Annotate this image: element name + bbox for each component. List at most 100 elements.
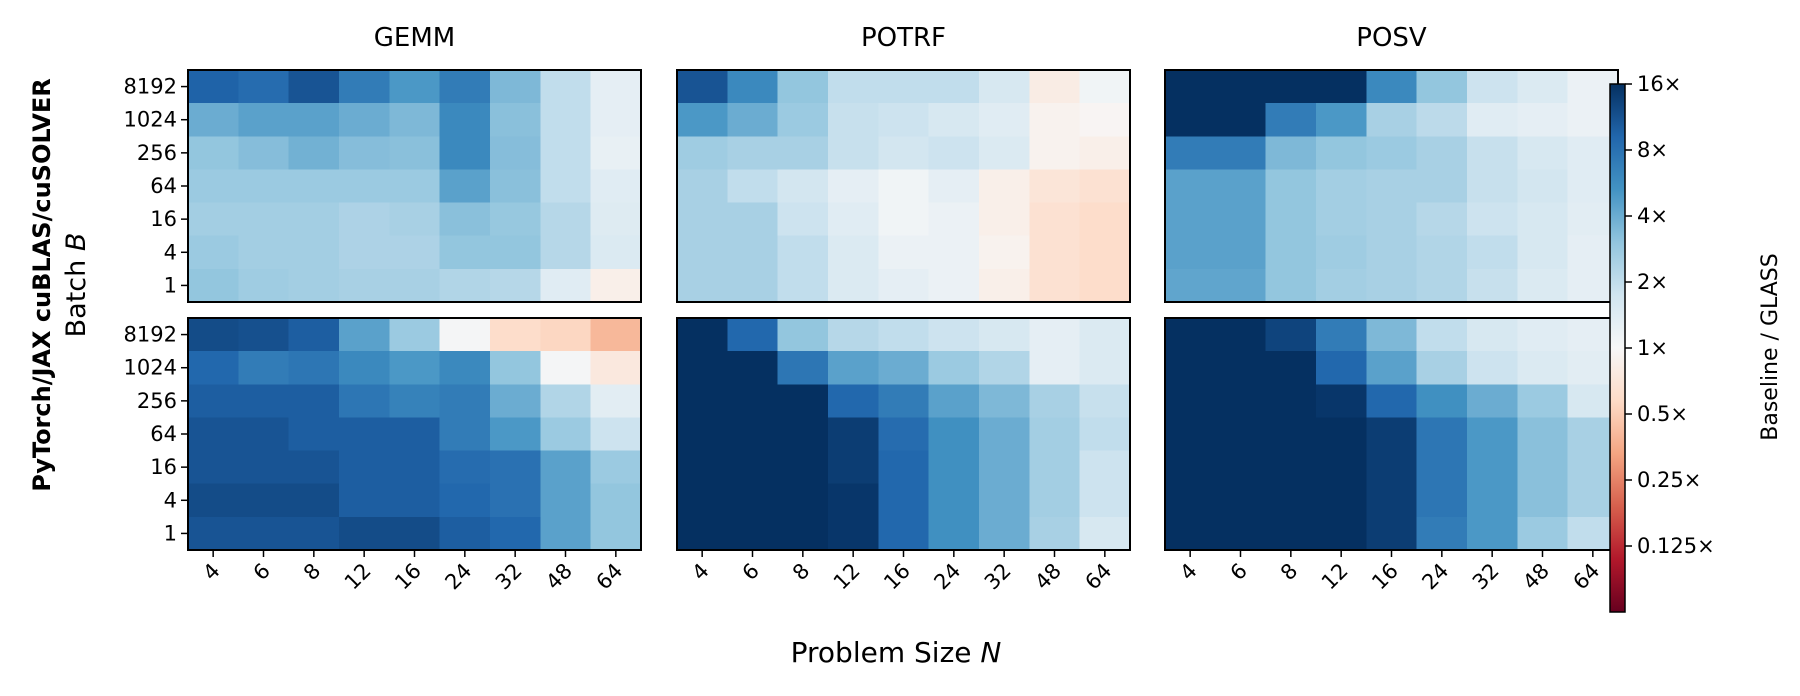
heatmap-cell xyxy=(1079,450,1131,485)
heatmap-cell xyxy=(439,235,491,270)
heatmap-cell xyxy=(188,417,239,452)
heatmap-cell xyxy=(288,417,340,452)
heatmap-cell xyxy=(727,417,779,452)
heatmap-cell xyxy=(1467,384,1518,419)
heatmap-cell xyxy=(928,103,980,137)
heatmap-cell xyxy=(677,450,728,485)
heatmap-cell xyxy=(490,70,541,104)
heatmap-cell xyxy=(188,384,239,419)
heatmap-cell xyxy=(540,235,592,270)
heatmap-cell xyxy=(288,235,340,270)
heatmap-cell xyxy=(339,351,390,385)
heatmap-cell xyxy=(540,417,592,452)
heatmap-cell xyxy=(777,136,829,171)
heatmap-cell xyxy=(1416,136,1468,171)
heatmap-cell xyxy=(1416,70,1468,104)
heatmap-cell xyxy=(1416,103,1468,137)
heatmap-cell xyxy=(727,70,779,104)
heatmap-cell xyxy=(540,318,592,352)
heatmap-cell xyxy=(339,318,390,352)
heatmap-cell xyxy=(828,417,879,452)
heatmap-cell xyxy=(339,235,390,270)
heatmap-cell xyxy=(389,351,441,385)
heatmap-cell xyxy=(677,103,728,137)
heatmap-cell xyxy=(828,235,879,270)
heatmap-cell xyxy=(828,516,879,551)
heatmap-cell xyxy=(878,516,930,551)
heatmap-cell xyxy=(928,483,980,518)
heatmap-cell xyxy=(928,268,980,303)
heatmap-cell xyxy=(1265,450,1317,485)
heatmap-cell xyxy=(1517,202,1569,237)
heatmap-cell xyxy=(188,450,239,485)
heatmap-cell xyxy=(490,450,541,485)
heatmap-cell xyxy=(878,483,930,518)
x-tick-label: 4 xyxy=(198,559,224,585)
x-tick-label: 12 xyxy=(829,559,865,595)
heatmap-cell xyxy=(1416,483,1468,518)
heatmap-cell xyxy=(1029,235,1081,270)
heatmap-cell xyxy=(1316,417,1367,452)
heatmap-cell xyxy=(979,516,1030,551)
x-tick-label: 64 xyxy=(1568,559,1604,595)
heatmap-cell xyxy=(777,103,829,137)
heatmap-cell xyxy=(1215,103,1267,137)
heatmap-cell xyxy=(979,483,1030,518)
column-title-posv: POSV xyxy=(1356,23,1427,53)
heatmap-cell xyxy=(777,384,829,419)
y-axis-label-text: Batch xyxy=(61,251,92,337)
heatmap-cell xyxy=(1029,450,1081,485)
heatmap-cell xyxy=(288,268,340,303)
heatmap-cell xyxy=(1165,483,1216,518)
heatmap-cell xyxy=(490,351,541,385)
heatmap-cell xyxy=(1029,417,1081,452)
x-tick-label: 24 xyxy=(929,559,965,595)
heatmap-cell xyxy=(1215,516,1267,551)
heatmap-cell xyxy=(389,268,441,303)
heatmap-cell xyxy=(439,318,491,352)
heatmap-cell xyxy=(777,516,829,551)
heatmap-cell xyxy=(928,516,980,551)
heatmap-cell xyxy=(339,70,390,104)
heatmap-cell xyxy=(490,235,541,270)
heatmap-cell xyxy=(288,169,340,204)
heatmap-cell xyxy=(928,202,980,237)
heatmap-cell xyxy=(590,136,642,171)
heatmap-cell xyxy=(238,136,290,171)
heatmap-cell xyxy=(1079,516,1131,551)
heatmap-cell xyxy=(1215,384,1267,419)
colorbar-tick-label: 8× xyxy=(1637,138,1668,162)
heatmap-cell xyxy=(727,235,779,270)
heatmap-cell xyxy=(389,450,441,485)
heatmap-cell xyxy=(727,483,779,518)
heatmap-cell xyxy=(1215,450,1267,485)
heatmap-cell xyxy=(188,516,239,551)
heatmap-cell xyxy=(238,268,290,303)
heatmap-cell xyxy=(1416,318,1468,352)
heatmap-cell xyxy=(979,235,1030,270)
heatmap-cell xyxy=(439,268,491,303)
heatmap-cell xyxy=(1029,384,1081,419)
heatmap-cell xyxy=(979,417,1030,452)
heatmap-cell xyxy=(590,483,642,518)
heatmap-cell xyxy=(339,103,390,137)
heatmap-cell xyxy=(389,235,441,270)
heatmap-cell xyxy=(288,384,340,419)
heatmap-cell xyxy=(540,169,592,204)
heatmap-cell xyxy=(1316,235,1367,270)
heatmap-cell xyxy=(439,384,491,419)
heatmap-cell xyxy=(677,351,728,385)
heatmap-cell xyxy=(1316,351,1367,385)
colorbar-tick-label: 16× xyxy=(1637,72,1681,96)
heatmap-cell xyxy=(727,169,779,204)
heatmap-cell xyxy=(490,103,541,137)
heatmap-cell xyxy=(1416,169,1468,204)
heatmap-cell xyxy=(777,417,829,452)
heatmap-cell xyxy=(1029,483,1081,518)
heatmap-cell xyxy=(1215,268,1267,303)
heatmap-cell xyxy=(1517,235,1569,270)
x-tick-label: 64 xyxy=(1080,559,1116,595)
heatmap-cell xyxy=(238,235,290,270)
heatmap-cell xyxy=(777,169,829,204)
